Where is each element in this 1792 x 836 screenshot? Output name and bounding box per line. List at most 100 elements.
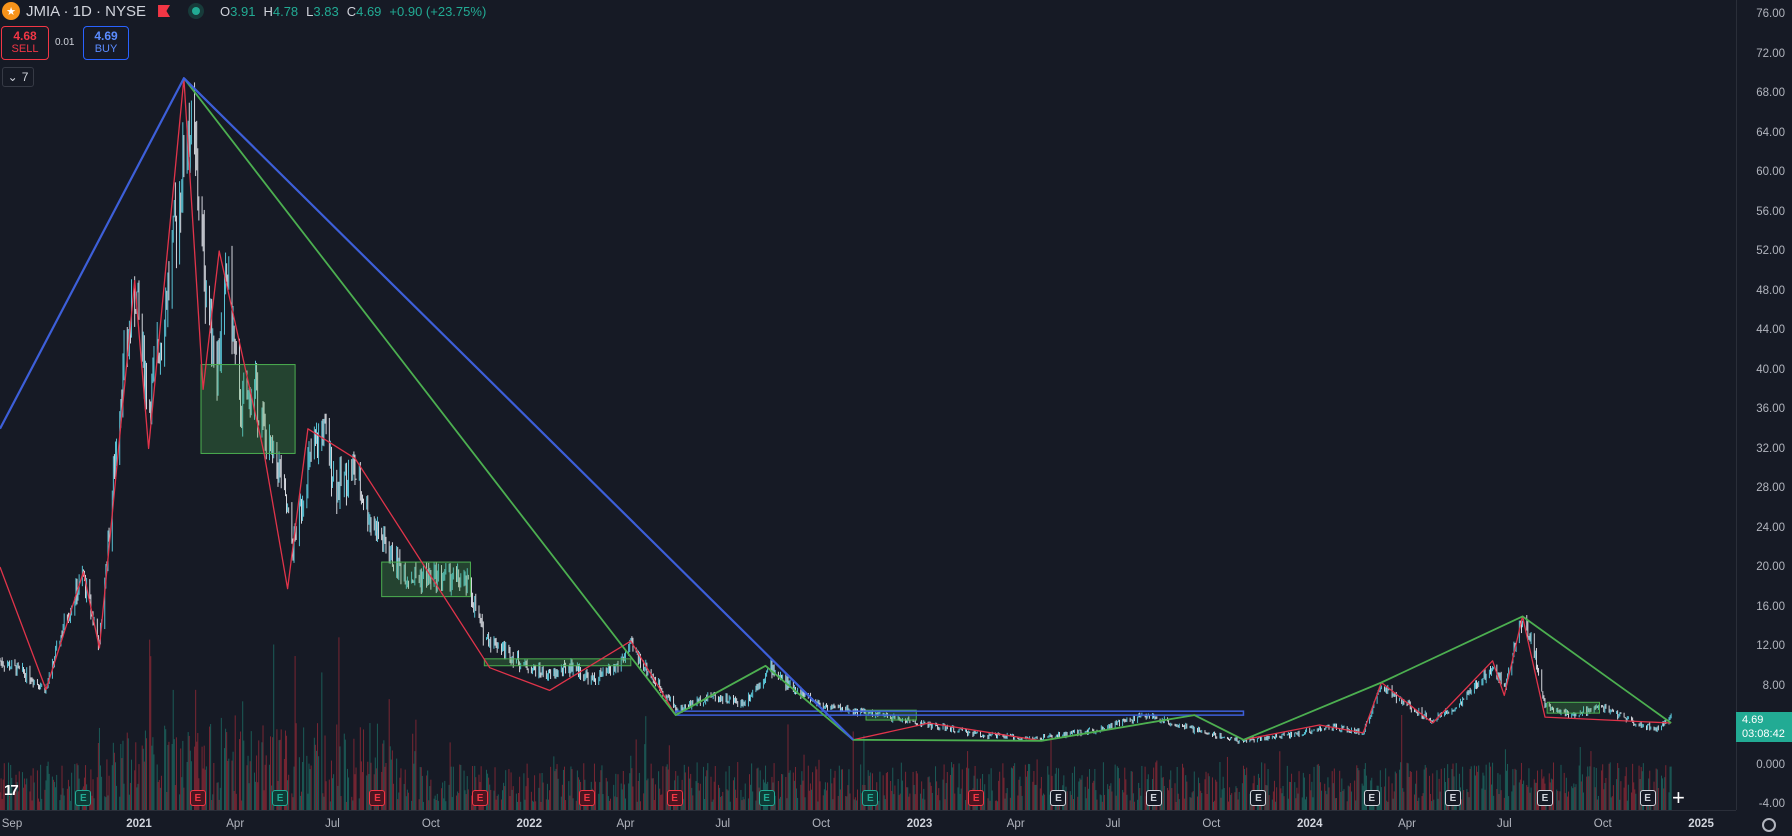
earnings-badge[interactable]: E — [189, 790, 206, 806]
earnings-badge[interactable]: E — [666, 790, 683, 806]
volume-bar — [151, 745, 153, 810]
volume-bar — [951, 762, 953, 810]
earnings-badge[interactable]: E — [1639, 790, 1656, 806]
volume-bar — [922, 798, 924, 810]
volume-bar — [466, 776, 468, 810]
volume-bar — [128, 794, 130, 810]
volume-bar — [179, 794, 181, 810]
volume-bar — [1663, 788, 1665, 810]
market-status-icon[interactable] — [188, 3, 205, 19]
volume-bar — [756, 768, 758, 810]
volume-bar — [471, 795, 473, 810]
volume-bar — [968, 768, 970, 810]
volume-bar — [852, 731, 854, 810]
volume-bar — [1462, 766, 1464, 810]
symbol-title[interactable]: JMIA · 1D · NYSE — [26, 2, 147, 20]
volume-bar — [1619, 799, 1621, 810]
volume-bar — [1220, 797, 1222, 810]
volume-bar — [1321, 790, 1323, 810]
volume-bar — [96, 777, 98, 810]
chevron-down-icon: ⌄ — [7, 70, 18, 84]
volume-bar — [354, 774, 356, 810]
volume-bar — [1039, 788, 1041, 810]
earnings-badge[interactable]: E — [75, 790, 92, 806]
indicators-toggle-button[interactable]: ⌄ 7 — [2, 67, 34, 87]
volume-bar — [1586, 776, 1588, 810]
volume-bar — [168, 741, 170, 810]
volume-bar — [1477, 771, 1479, 810]
volume-bar — [1186, 781, 1188, 810]
earnings-badge[interactable]: E — [472, 790, 489, 806]
earnings-badge[interactable]: E — [1363, 790, 1380, 806]
volume-bar — [70, 800, 72, 810]
price-chart[interactable] — [0, 0, 1736, 810]
volume-bar — [104, 796, 106, 810]
buy-button[interactable]: 4.69 BUY — [83, 26, 129, 60]
price-axis[interactable]: 76.00 72.00 68.00 64.00 60.00 56.00 52.00 48.00… — [1736, 0, 1792, 810]
flag-icon[interactable] — [158, 5, 171, 17]
volume-bar — [330, 760, 332, 810]
volume-bar — [595, 781, 597, 810]
volume-bar — [659, 788, 661, 810]
earnings-badge[interactable]: E — [968, 790, 985, 806]
volume-bar — [817, 801, 819, 810]
earnings-badge[interactable]: E — [1145, 790, 1162, 806]
tradingview-logo-icon[interactable]: 17 — [4, 782, 19, 799]
volume-bar — [144, 730, 146, 810]
volume-bar — [404, 769, 406, 810]
volume-bar — [158, 779, 160, 810]
volume-bar — [107, 795, 109, 810]
volume-bar — [396, 758, 398, 810]
volume-bar — [1214, 800, 1216, 810]
time-axis[interactable]: Sep 2021 Apr Jul Oct 2022 Apr Jul Oct 2023 Apr Jul O… — [0, 810, 1736, 836]
volume-bar — [503, 782, 505, 810]
volume-bar — [17, 791, 19, 810]
volume-bar — [1640, 767, 1642, 810]
volume-bar — [131, 759, 133, 810]
volume-bar — [1010, 767, 1012, 810]
volume-bar — [576, 770, 578, 810]
earnings-badge[interactable]: E — [758, 790, 775, 806]
low-label: L — [306, 3, 314, 19]
volume-bar — [1295, 798, 1297, 810]
gear-icon[interactable] — [1762, 818, 1776, 832]
volume-bar — [188, 735, 190, 810]
volume-bar — [1438, 778, 1440, 810]
sell-button[interactable]: 4.68 SELL — [1, 26, 49, 60]
volume-bar — [1156, 760, 1158, 810]
volume-bar — [1047, 766, 1049, 810]
volume-bar — [913, 784, 915, 810]
volume-bar — [924, 799, 926, 810]
earnings-badge[interactable]: E — [1050, 790, 1067, 806]
volume-bar — [264, 764, 266, 810]
volume-bar — [1333, 768, 1335, 810]
volume-bar — [141, 745, 143, 810]
volume-bar — [224, 748, 226, 810]
earnings-badge[interactable]: E — [272, 790, 289, 806]
volume-bar — [1122, 789, 1124, 810]
volume-bar — [629, 773, 631, 810]
earnings-badge[interactable]: E — [578, 790, 595, 806]
volume-bar — [1009, 797, 1011, 810]
volume-bar — [892, 767, 894, 810]
volume-bar — [390, 759, 392, 810]
earnings-badge[interactable]: E — [1445, 790, 1462, 806]
volume-bar — [660, 794, 662, 810]
volume-bar — [317, 723, 319, 810]
volume-bar — [187, 732, 189, 810]
volume-bar — [827, 782, 829, 810]
earnings-badge[interactable]: E — [1250, 790, 1267, 806]
earnings-badge[interactable]: E — [862, 790, 879, 806]
volume-bar — [1534, 782, 1536, 810]
volume-bar — [786, 798, 788, 810]
volume-bar — [1400, 762, 1402, 810]
indicator-count: 7 — [21, 70, 29, 84]
volume-bar — [1513, 785, 1515, 810]
earnings-badge[interactable]: E — [369, 790, 386, 806]
volume-bar — [1234, 792, 1236, 810]
earnings-badge[interactable]: E — [1536, 790, 1553, 806]
volume-bar — [143, 761, 145, 810]
volume-bar — [538, 787, 540, 810]
volume-bar — [966, 767, 968, 810]
volume-bar — [1100, 795, 1102, 810]
